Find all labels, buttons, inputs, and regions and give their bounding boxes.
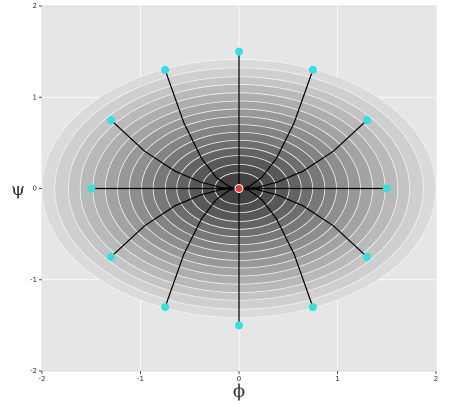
trajectory — [110, 119, 236, 190]
y-tick-label: -1 — [30, 276, 37, 284]
trajectory — [242, 119, 368, 190]
equilibrium-point — [234, 184, 244, 193]
start-point — [161, 303, 170, 312]
x-axis-label: ϕ — [233, 381, 245, 402]
trajectory — [164, 69, 238, 190]
trajectory — [242, 187, 368, 258]
x-tick-label: -1 — [137, 375, 144, 383]
x-tick-label: 0 — [237, 375, 241, 383]
trajectory — [240, 69, 314, 190]
y-axis-label: ψ — [11, 179, 25, 200]
y-tick-label: -2 — [30, 367, 37, 375]
y-tick-label: 0 — [33, 185, 37, 193]
points — [87, 47, 391, 330]
start-point — [363, 116, 372, 125]
start-point — [106, 116, 115, 125]
trajectory — [164, 187, 238, 308]
start-point — [308, 65, 317, 74]
start-point — [106, 252, 115, 261]
start-point — [87, 184, 96, 193]
trajectories — [91, 51, 387, 326]
start-point — [382, 184, 391, 193]
x-tick-label: -2 — [39, 375, 46, 383]
start-point — [235, 321, 243, 330]
x-tick-label: 1 — [335, 375, 339, 383]
trajectory — [240, 187, 314, 308]
y-tick-label: 1 — [33, 93, 37, 101]
start-point — [235, 47, 243, 56]
start-point — [363, 252, 372, 261]
ticks: -2 -1 0 1 2 -2 -1 0 1 2 — [30, 2, 438, 383]
x-tick-label: 2 — [434, 375, 438, 383]
start-point — [308, 303, 317, 312]
start-point — [161, 65, 170, 74]
trajectory — [110, 187, 236, 258]
y-tick-label: 2 — [33, 2, 37, 10]
